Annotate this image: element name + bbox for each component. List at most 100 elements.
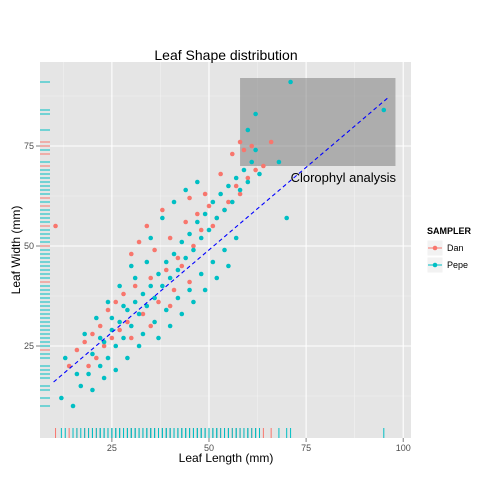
point-pepe <box>136 343 142 349</box>
point-pepe <box>218 191 223 197</box>
point-pepe <box>156 271 161 277</box>
point-pepe <box>117 283 122 289</box>
trend-line <box>53 97 389 383</box>
point-pepe <box>160 283 165 289</box>
point-dan <box>163 267 169 273</box>
point-pepe <box>187 231 192 237</box>
point-pepe <box>144 259 150 265</box>
point-pepe <box>233 235 239 241</box>
point-dan <box>202 191 208 197</box>
point-dan <box>117 327 122 333</box>
point-pepe <box>121 303 126 309</box>
point-pepe <box>175 295 181 301</box>
annotation-box <box>240 78 396 166</box>
point-dan <box>249 143 255 149</box>
point-pepe <box>101 375 107 381</box>
point-pepe <box>237 187 243 193</box>
point-pepe <box>214 215 220 221</box>
y-axis-ticks: 25 50 75 <box>24 141 40 351</box>
x-axis-title: Leaf Length (mm) <box>179 451 274 465</box>
y-tick-label: 75 <box>24 141 34 151</box>
chart-title: Leaf Shape distribution <box>154 47 297 63</box>
point-pepe <box>191 299 196 305</box>
point-pepe <box>117 319 122 325</box>
point-dan <box>101 343 107 349</box>
point-pepe <box>140 291 146 297</box>
point-dan <box>152 247 157 253</box>
point-pepe <box>163 259 169 265</box>
point-pepe <box>276 159 282 165</box>
point-dan <box>148 323 154 329</box>
point-dan <box>268 139 274 145</box>
y-tick-label: 50 <box>24 241 34 251</box>
point-pepe <box>241 167 247 173</box>
point-dan <box>226 199 231 205</box>
point-dan <box>241 147 247 153</box>
y-tick-label: 25 <box>24 341 34 351</box>
point-pepe <box>253 111 258 117</box>
point-dan <box>253 167 258 173</box>
rug-marks <box>40 81 385 438</box>
point-pepe <box>144 303 150 309</box>
point-dan <box>113 299 119 305</box>
legend-title: SAMPLER <box>427 226 472 236</box>
point-pepe <box>86 371 91 377</box>
point-dan <box>198 227 204 233</box>
point-pepe <box>195 179 200 185</box>
point-pepe <box>198 235 204 241</box>
point-pepe <box>171 251 177 257</box>
point-dan <box>167 303 173 309</box>
point-dan <box>233 183 239 189</box>
point-pepe <box>132 275 138 281</box>
point-pepe <box>198 271 204 277</box>
point-pepe <box>381 107 387 113</box>
point-pepe <box>136 311 142 317</box>
point-pepe <box>152 295 157 301</box>
point-pepe <box>288 79 293 85</box>
point-dan <box>179 263 185 269</box>
point-pepe <box>175 267 181 273</box>
data-points <box>53 79 387 409</box>
point-dan <box>245 175 251 181</box>
regression-line <box>53 97 389 383</box>
point-pepe <box>148 283 154 289</box>
point-pepe <box>202 211 208 217</box>
point-pepe <box>179 311 185 317</box>
point-dan <box>261 163 266 169</box>
point-pepe <box>187 287 192 293</box>
point-dan <box>210 223 216 229</box>
point-pepe <box>97 335 103 341</box>
point-pepe <box>109 315 115 321</box>
y-axis-title: Leaf Width (mm) <box>9 206 23 295</box>
point-pepe <box>210 199 216 205</box>
point-dan <box>94 355 99 361</box>
x-tick-label: 50 <box>204 443 214 453</box>
point-dan <box>206 203 212 209</box>
legend-key-point <box>432 262 438 268</box>
point-dan <box>128 251 134 257</box>
point-pepe <box>70 403 76 409</box>
point-dan <box>86 363 91 369</box>
point-dan <box>191 243 196 249</box>
point-pepe <box>163 307 169 313</box>
point-pepe <box>214 275 220 281</box>
point-dan <box>121 291 126 297</box>
point-pepe <box>233 175 239 181</box>
point-pepe <box>222 207 227 213</box>
point-dan <box>74 347 80 353</box>
point-dan <box>237 139 243 145</box>
legend-label-dan: Dan <box>447 243 464 253</box>
x-axis-ticks: 25 50 75 100 <box>107 438 411 453</box>
point-pepe <box>59 395 64 401</box>
point-pepe <box>183 255 188 261</box>
point-dan <box>171 287 177 293</box>
point-pepe <box>160 215 165 221</box>
annotation-rect <box>240 78 396 166</box>
point-pepe <box>105 355 111 361</box>
point-dan <box>148 275 154 281</box>
point-pepe <box>148 235 154 241</box>
point-dan <box>144 223 150 229</box>
point-pepe <box>249 159 255 165</box>
point-pepe <box>125 307 130 313</box>
